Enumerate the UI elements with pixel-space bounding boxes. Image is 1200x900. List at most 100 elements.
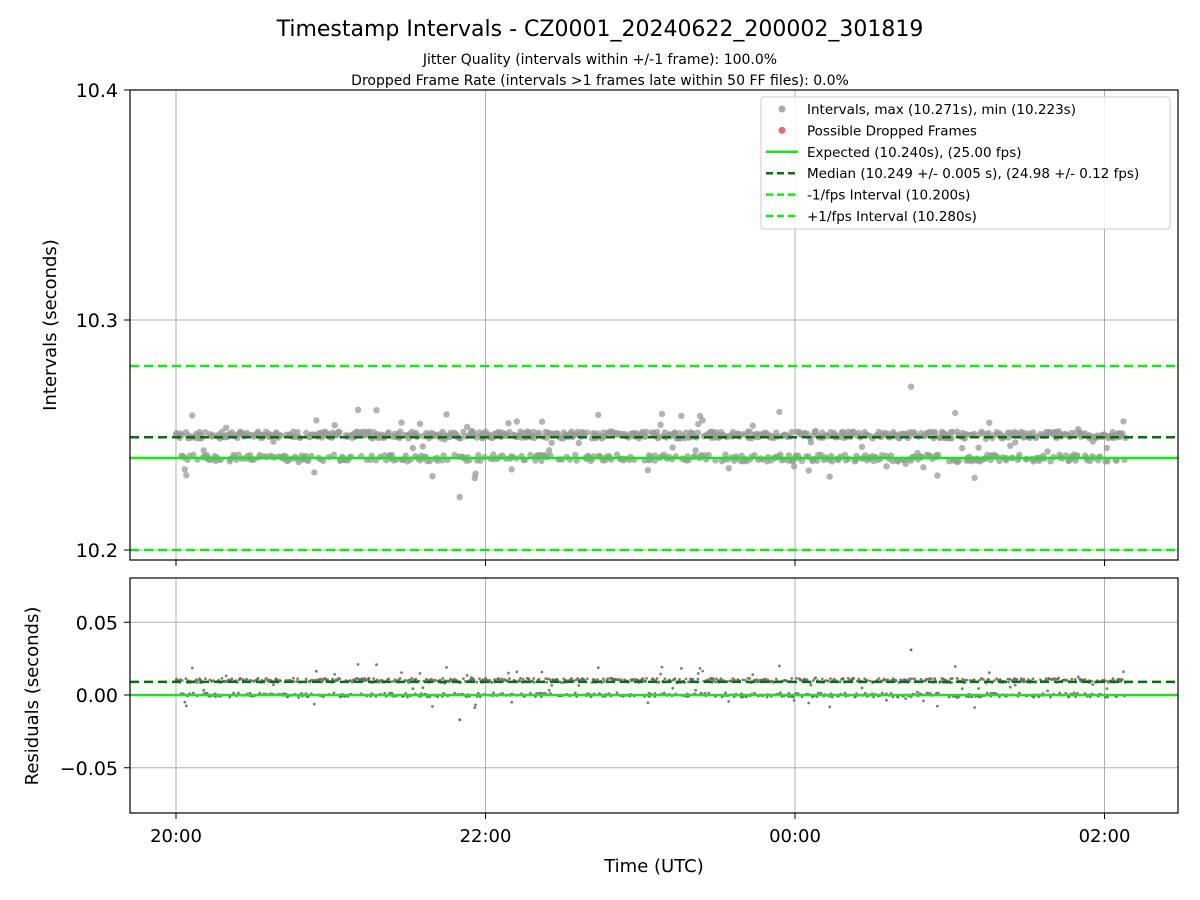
residual-point <box>662 691 666 695</box>
residual-point <box>292 676 295 680</box>
residual-point <box>694 688 697 692</box>
interval-point <box>1007 442 1014 449</box>
interval-point <box>270 438 277 445</box>
residual-point <box>363 677 367 680</box>
interval-point <box>181 466 188 473</box>
interval-point <box>330 451 338 458</box>
residual-point <box>936 704 939 708</box>
residual-point <box>220 677 224 680</box>
residual-point <box>807 701 811 705</box>
residuals-y-tick-label: 0.05 <box>76 612 118 634</box>
interval-point <box>190 451 197 459</box>
residual-point <box>317 677 321 681</box>
interval-point <box>653 428 661 436</box>
residual-point <box>970 695 974 699</box>
residual-point <box>458 718 462 722</box>
interval-point <box>975 444 982 451</box>
interval-point <box>985 429 992 437</box>
residual-point <box>518 679 522 683</box>
residual-point <box>292 680 296 683</box>
chart-subtitle-dropped: Dropped Frame Rate (intervals >1 frames … <box>351 73 849 89</box>
residual-point <box>295 680 299 683</box>
interval-point <box>803 430 811 437</box>
residual-point <box>184 677 188 681</box>
residual-point <box>1120 678 1124 681</box>
interval-point <box>419 443 426 450</box>
residual-point <box>1073 678 1077 681</box>
residual-point <box>532 680 536 684</box>
residual-point <box>965 678 969 682</box>
residual-point <box>275 678 279 682</box>
residual-point <box>791 695 795 699</box>
legend-label: Intervals, max (10.271s), min (10.223s) <box>807 102 1076 118</box>
residual-point <box>194 678 198 682</box>
residual-point <box>961 677 965 681</box>
residual-point <box>192 691 195 695</box>
residual-point <box>755 680 759 684</box>
interval-point <box>931 430 939 437</box>
interval-point <box>722 451 729 458</box>
residual-point <box>897 681 901 684</box>
interval-point <box>829 458 836 465</box>
residual-point <box>855 679 859 683</box>
residual-point <box>987 671 991 675</box>
interval-point <box>749 422 756 429</box>
interval-point <box>443 411 450 418</box>
interval-point <box>1012 439 1019 446</box>
residual-point <box>829 677 832 680</box>
interval-point <box>385 429 392 436</box>
residual-point <box>955 676 959 680</box>
residual-point <box>572 679 576 683</box>
interval-point <box>776 408 783 416</box>
interval-point <box>538 418 546 425</box>
residual-point <box>421 686 425 690</box>
interval-point <box>584 429 591 436</box>
legend-label: -1/fps Interval (10.200s) <box>807 188 970 204</box>
residual-point <box>765 695 769 699</box>
residual-point <box>646 701 650 705</box>
residual-point <box>195 681 199 684</box>
residuals-y-axis-label: Residuals (seconds) <box>22 607 43 786</box>
intervals-reference-lines <box>130 364 1178 552</box>
residual-point <box>183 700 187 704</box>
residual-point <box>814 676 818 680</box>
residual-point <box>660 665 664 669</box>
legend-label: +1/fps Interval (10.280s) <box>807 209 977 225</box>
residual-point <box>743 678 747 682</box>
residual-point <box>696 677 700 681</box>
interval-point <box>1120 418 1127 425</box>
residual-point <box>960 687 964 691</box>
intervals-y-axis-label: Intervals (seconds) <box>40 239 61 411</box>
residual-point <box>916 690 919 694</box>
interval-point <box>320 457 327 465</box>
interval-point <box>699 417 706 424</box>
interval-point <box>397 428 404 435</box>
residual-point <box>314 669 318 673</box>
residual-point <box>550 684 554 687</box>
interval-point <box>692 447 699 454</box>
residual-point <box>576 677 580 680</box>
interval-point <box>883 463 890 470</box>
interval-point <box>1103 444 1111 452</box>
legend-label: Median (10.249 +/- 0.005 s), (24.98 +/- … <box>807 166 1139 182</box>
residual-point <box>1046 689 1049 693</box>
residual-point <box>691 677 695 681</box>
interval-point <box>336 429 343 436</box>
x-tick-label: 00:00 <box>769 826 821 847</box>
interval-point <box>777 451 784 458</box>
residual-point <box>474 703 477 707</box>
residual-point <box>872 695 875 699</box>
residual-point <box>977 687 980 690</box>
residual-point <box>992 679 996 682</box>
residual-point <box>886 678 890 681</box>
chart-title: Timestamp Intervals - CZ0001_20240622_20… <box>276 17 924 42</box>
residual-point <box>211 679 215 682</box>
interval-point <box>513 418 520 425</box>
interval-point <box>657 421 664 428</box>
residual-point <box>445 666 448 669</box>
residual-point <box>885 698 888 702</box>
residual-point <box>1104 695 1107 699</box>
residual-point <box>224 674 228 678</box>
residual-point <box>805 678 809 682</box>
